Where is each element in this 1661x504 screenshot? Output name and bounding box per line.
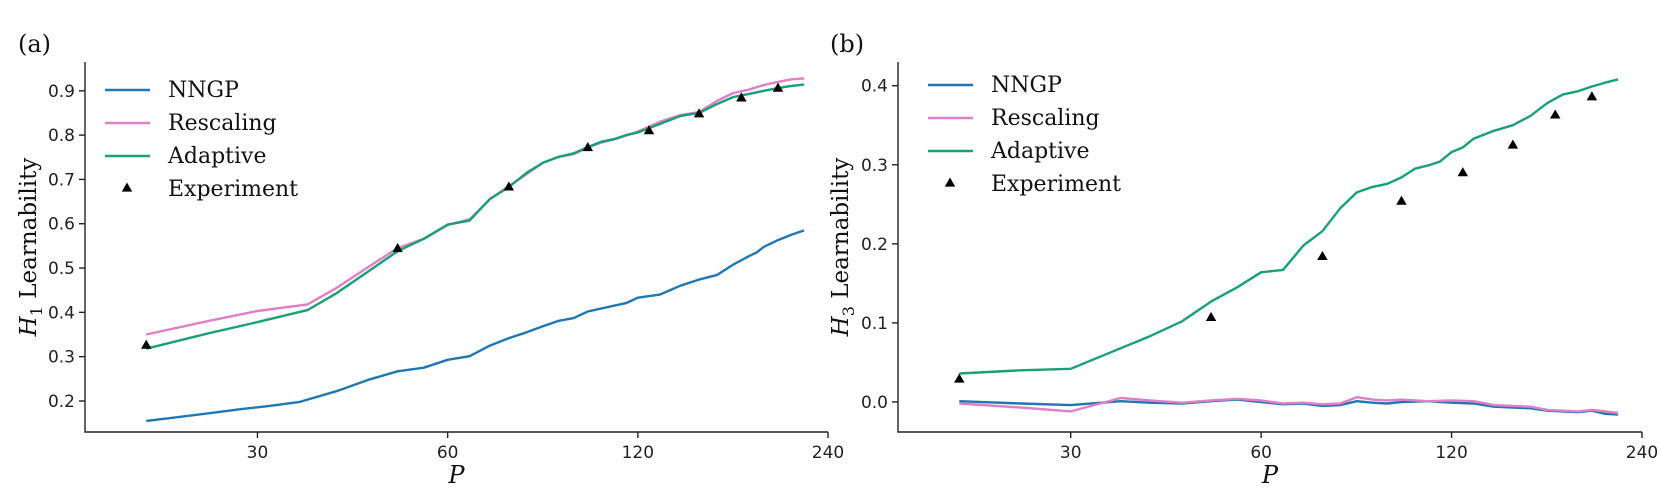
panel-a: 30 60 120 240 0.2 0.3 0.4 0.5 0.6 0.7 0.8 0.9 NNGP Re…: [16, 30, 844, 489]
y-tick-label: 0.0: [861, 393, 888, 413]
panel-b: 30 60 120 240 0.0 0.1 0.2 0.3 0.4 NNGP Rescaling Ad…: [828, 30, 1658, 489]
experiment-point: [1396, 195, 1407, 205]
experiment-point: [1507, 139, 1519, 149]
experiment-point: [1205, 311, 1217, 321]
experiment-point: [736, 92, 747, 102]
y-tick-label: 0.2: [861, 235, 888, 255]
y-tick-label: 0.3: [861, 156, 888, 176]
series-line-adaptive: [145, 83, 805, 350]
y-axis-text: Learnability: [828, 158, 854, 306]
experiment-point: [1457, 167, 1469, 177]
x-tick-label: 120: [622, 443, 654, 463]
y-axis-text: Learnability: [16, 158, 42, 306]
legend-label: Adaptive: [167, 144, 267, 169]
y-tick-label: 0.2: [48, 392, 75, 412]
x-tick-label: 60: [437, 443, 459, 463]
y-axis-subscript: 3: [839, 306, 858, 316]
legend-label: NNGP: [991, 73, 1062, 98]
y-tick-label: 0.9: [48, 82, 75, 102]
y-tick-label: 0.1: [861, 314, 888, 334]
x-tick-label: 60: [1250, 443, 1272, 463]
y-axis-label: H1 Learnability: [16, 158, 46, 338]
panel-label: (b): [830, 30, 864, 58]
legend-label: Rescaling: [168, 111, 277, 136]
y-tick-label: 0.3: [48, 348, 75, 368]
x-tick-label: 30: [1060, 443, 1082, 463]
x-tick-label: 240: [812, 443, 844, 463]
x-tick-label: 240: [1626, 443, 1658, 463]
experiment-point: [954, 373, 965, 383]
y-tick-label: 0.4: [861, 77, 888, 97]
y-axis-subscript: 1: [27, 306, 46, 316]
legend-label: NNGP: [168, 78, 239, 103]
y-axis-symbol: H: [828, 315, 854, 337]
legend-label: Experiment: [991, 172, 1121, 197]
axes-spines: [897, 62, 1642, 433]
experiment-point: [693, 108, 705, 118]
experiment-point: [1317, 250, 1328, 261]
x-axis-label: P: [1261, 461, 1279, 489]
legend-label: Experiment: [168, 177, 298, 202]
experiment-point: [503, 181, 515, 191]
legend-label: Rescaling: [991, 106, 1100, 131]
experiment-point: [772, 82, 784, 92]
y-tick-label: 0.5: [48, 259, 75, 279]
experiment-point: [1549, 109, 1561, 119]
x-axis-label: P: [447, 461, 465, 489]
series-line-nngp: [146, 229, 805, 423]
series-line-rescaling: [959, 396, 1619, 415]
y-axis-label: H3 Learnability: [828, 158, 858, 338]
legend-swatch: [121, 182, 133, 192]
y-tick-label: 0.8: [48, 126, 75, 146]
legend-label: Adaptive: [990, 139, 1090, 164]
x-tick-label: 120: [1435, 443, 1467, 463]
experiment-point: [392, 243, 403, 253]
experiment-point: [1586, 91, 1598, 101]
panel-label: (a): [18, 30, 51, 58]
experiment-point: [582, 142, 594, 152]
legend-swatch: [944, 177, 956, 187]
experiment-point: [643, 125, 655, 135]
y-tick-label: 0.4: [48, 303, 75, 323]
y-axis-symbol: H: [16, 315, 42, 337]
y-tick-label: 0.6: [48, 215, 75, 235]
experiment-point: [140, 339, 152, 349]
series-line-adaptive: [959, 78, 1619, 375]
x-tick-label: 30: [247, 443, 269, 463]
axes-spines: [84, 62, 828, 433]
y-tick-label: 0.7: [48, 170, 75, 190]
